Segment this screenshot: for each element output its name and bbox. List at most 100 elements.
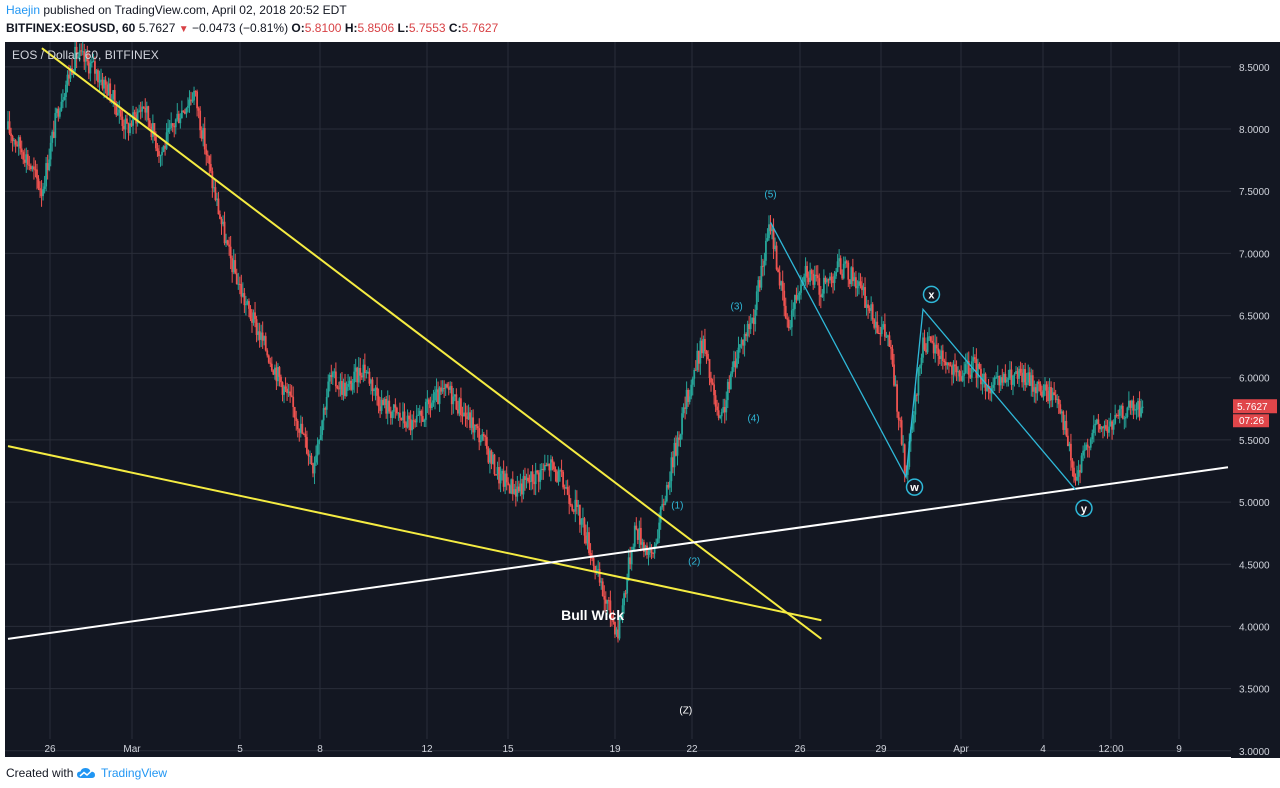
candle-body xyxy=(597,569,600,571)
wave-path xyxy=(769,221,1076,491)
candle-body xyxy=(479,440,482,443)
chart-panel[interactable]: (5) (3) (4) (1) (2) (Z) Bull Wick x w y 8.5000 8.0… xyxy=(0,40,1280,758)
candle-body xyxy=(1025,382,1028,386)
candle-body xyxy=(675,442,677,456)
candle-body xyxy=(1141,406,1144,409)
published-text: published on TradingView.com, April 02, … xyxy=(43,3,347,17)
tradingview-cloud-icon xyxy=(77,768,95,778)
price-chart[interactable]: (5) (3) (4) (1) (2) (Z) Bull Wick x w y 8.5000 8.0… xyxy=(0,40,1280,758)
candle-body xyxy=(110,99,113,101)
candle-body xyxy=(263,336,266,341)
candle-body xyxy=(755,291,758,310)
y-tick-label: 6.0000 xyxy=(1239,374,1270,385)
candle-body xyxy=(362,364,365,378)
candle-body xyxy=(57,108,60,117)
last-price-tag xyxy=(1233,399,1277,414)
candle-body xyxy=(911,423,914,430)
candle-body xyxy=(391,411,394,418)
candle-body xyxy=(423,419,426,422)
wave-label: (Z) xyxy=(679,705,692,716)
candle-body xyxy=(525,477,528,480)
candle-body xyxy=(954,364,956,367)
candle-body xyxy=(216,198,218,201)
candle-body xyxy=(220,218,223,225)
candle-body xyxy=(668,481,671,488)
candle-body xyxy=(611,616,613,620)
candle-body xyxy=(661,504,664,508)
candle-body xyxy=(84,54,87,62)
candle-body xyxy=(1033,387,1036,392)
author-link[interactable]: Haejin xyxy=(6,3,41,17)
tradingview-link[interactable]: TradingView xyxy=(101,766,168,780)
candle-body xyxy=(51,131,54,143)
open-value: 5.8100 xyxy=(304,21,342,35)
candle-body xyxy=(647,551,650,555)
candle-body xyxy=(25,154,28,163)
candle-body xyxy=(1082,450,1085,456)
candle-body xyxy=(551,459,554,463)
y-tick-label: 4.5000 xyxy=(1239,560,1270,571)
candle-body xyxy=(103,79,105,89)
candle-body xyxy=(293,406,296,418)
candle-body xyxy=(124,118,127,130)
drawings xyxy=(7,47,1229,640)
candle-body xyxy=(39,188,41,191)
candle-body xyxy=(514,489,517,497)
candle-body xyxy=(46,163,49,171)
candle-body xyxy=(569,503,572,506)
candle-body xyxy=(865,304,868,308)
candle-body xyxy=(199,110,202,131)
candle-body xyxy=(691,378,694,385)
candle-body xyxy=(492,454,494,464)
candle-body xyxy=(33,166,35,170)
candle-body xyxy=(553,462,555,470)
candle-body xyxy=(191,100,194,102)
candle-body xyxy=(11,136,14,142)
candle-body xyxy=(949,365,952,367)
candle-body xyxy=(583,518,586,536)
close-label: C: xyxy=(448,21,462,35)
candle-body xyxy=(496,467,499,475)
candle-body xyxy=(714,395,717,407)
candle-body xyxy=(45,163,48,187)
candle-body xyxy=(363,364,366,373)
candle-body xyxy=(743,333,746,346)
candle-body xyxy=(847,262,850,280)
candle-body xyxy=(527,477,529,482)
candle-body xyxy=(304,434,307,438)
candle-body xyxy=(249,308,252,319)
candle-body xyxy=(891,348,894,365)
candle-body xyxy=(1073,467,1075,478)
candle-body xyxy=(803,276,805,282)
wave-label: y xyxy=(1081,503,1088,515)
candle-body xyxy=(476,426,479,429)
candle-body xyxy=(437,389,439,404)
candle-body xyxy=(771,228,773,232)
candle-body xyxy=(440,387,442,392)
candle-body xyxy=(367,371,369,373)
candle-body xyxy=(534,470,537,485)
candle-body xyxy=(629,557,632,565)
x-tick-label: Mar xyxy=(123,744,141,755)
candle-body xyxy=(49,142,52,160)
candle-body xyxy=(319,434,322,441)
candle-body xyxy=(1091,433,1094,440)
candle-body xyxy=(475,424,478,427)
candle-body xyxy=(382,399,385,405)
candle-body xyxy=(624,593,627,595)
candle-body xyxy=(822,277,825,294)
candle-body xyxy=(507,482,510,486)
wave-circle xyxy=(922,285,941,304)
candle-body xyxy=(252,312,255,323)
candles xyxy=(7,40,1144,643)
candle-body xyxy=(374,387,377,390)
candle-body xyxy=(723,406,726,413)
candle-body xyxy=(7,121,9,130)
candle-body xyxy=(197,108,200,111)
candle-body xyxy=(665,485,668,502)
candle-body xyxy=(495,474,497,476)
candle-body xyxy=(757,280,760,292)
candle-body xyxy=(95,70,98,74)
candle-body xyxy=(928,336,930,338)
candle-body xyxy=(347,383,349,387)
